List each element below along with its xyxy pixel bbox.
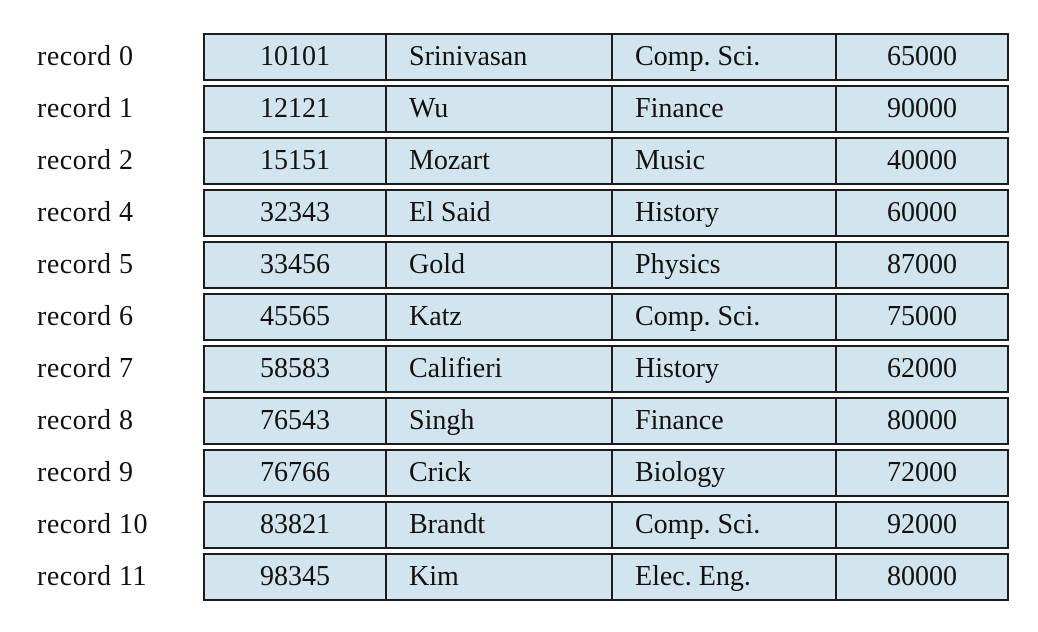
salary-cell: 80000 <box>835 555 1007 599</box>
record-box: 83821 Brandt Comp. Sci. 92000 <box>203 501 1009 549</box>
record-box: 33456 Gold Physics 87000 <box>203 241 1009 289</box>
table-row: record 10 83821 Brandt Comp. Sci. 92000 <box>0 501 1009 549</box>
id-cell: 33456 <box>260 249 330 280</box>
id-cell: 10101 <box>260 41 330 72</box>
record-box: 76766 Crick Biology 72000 <box>203 449 1009 497</box>
record-box: 32343 El Said History 60000 <box>203 189 1009 237</box>
salary-cell: 40000 <box>835 139 1007 183</box>
dept-cell: Elec. Eng. <box>611 555 835 599</box>
record-label: record 2 <box>37 145 134 176</box>
record-rows-container: record 0 10101 Srinivasan Comp. Sci. 650… <box>0 33 1009 601</box>
salary-cell: 75000 <box>835 295 1007 339</box>
record-box: 58583 Califieri History 62000 <box>203 345 1009 393</box>
table-row: record 6 45565 Katz Comp. Sci. 75000 <box>0 293 1009 341</box>
table-row: record 7 58583 Califieri History 62000 <box>0 345 1009 393</box>
dept-cell: Music <box>611 139 835 183</box>
record-box: 45565 Katz Comp. Sci. 75000 <box>203 293 1009 341</box>
record-label: record 8 <box>37 405 134 436</box>
name-cell: Srinivasan <box>385 35 611 79</box>
dept-cell: History <box>611 191 835 235</box>
table-row: record 9 76766 Crick Biology 72000 <box>0 449 1009 497</box>
id-cell: 76543 <box>260 405 330 436</box>
dept-cell: Finance <box>611 87 835 131</box>
record-box: 76543 Singh Finance 80000 <box>203 397 1009 445</box>
name-cell: Katz <box>385 295 611 339</box>
name-cell: Singh <box>385 399 611 443</box>
record-box: 15151 Mozart Music 40000 <box>203 137 1009 185</box>
record-label: record 9 <box>37 457 134 488</box>
dept-cell: Biology <box>611 451 835 495</box>
dept-cell: History <box>611 347 835 391</box>
dept-cell: Comp. Sci. <box>611 503 835 547</box>
record-label: record 4 <box>37 197 134 228</box>
record-label: record 10 <box>37 509 149 540</box>
record-label: record 0 <box>37 41 134 72</box>
record-box: 98345 Kim Elec. Eng. 80000 <box>203 553 1009 601</box>
salary-cell: 65000 <box>835 35 1007 79</box>
name-cell: Brandt <box>385 503 611 547</box>
name-cell: Califieri <box>385 347 611 391</box>
record-label: record 5 <box>37 249 134 280</box>
table-row: record 2 15151 Mozart Music 40000 <box>0 137 1009 185</box>
dept-cell: Finance <box>611 399 835 443</box>
name-cell: Mozart <box>385 139 611 183</box>
id-cell: 98345 <box>260 561 330 592</box>
record-label: record 11 <box>37 561 147 592</box>
salary-cell: 62000 <box>835 347 1007 391</box>
name-cell: Kim <box>385 555 611 599</box>
salary-cell: 87000 <box>835 243 1007 287</box>
name-cell: El Said <box>385 191 611 235</box>
id-cell: 32343 <box>260 197 330 228</box>
table-row: record 8 76543 Singh Finance 80000 <box>0 397 1009 445</box>
table-row: record 1 12121 Wu Finance 90000 <box>0 85 1009 133</box>
name-cell: Crick <box>385 451 611 495</box>
id-cell: 76766 <box>260 457 330 488</box>
salary-cell: 80000 <box>835 399 1007 443</box>
record-label: record 7 <box>37 353 134 384</box>
id-cell: 58583 <box>260 353 330 384</box>
name-cell: Gold <box>385 243 611 287</box>
dept-cell: Comp. Sci. <box>611 35 835 79</box>
id-cell: 15151 <box>260 145 330 176</box>
table-row: record 5 33456 Gold Physics 87000 <box>0 241 1009 289</box>
dept-cell: Comp. Sci. <box>611 295 835 339</box>
salary-cell: 92000 <box>835 503 1007 547</box>
salary-cell: 90000 <box>835 87 1007 131</box>
table-row: record 11 98345 Kim Elec. Eng. 80000 <box>0 553 1009 601</box>
table-row: record 0 10101 Srinivasan Comp. Sci. 650… <box>0 33 1009 81</box>
record-label: record 1 <box>37 93 134 124</box>
salary-cell: 72000 <box>835 451 1007 495</box>
record-box: 12121 Wu Finance 90000 <box>203 85 1009 133</box>
table-row: record 4 32343 El Said History 60000 <box>0 189 1009 237</box>
dept-cell: Physics <box>611 243 835 287</box>
record-box: 10101 Srinivasan Comp. Sci. 65000 <box>203 33 1009 81</box>
salary-cell: 60000 <box>835 191 1007 235</box>
id-cell: 12121 <box>260 93 330 124</box>
name-cell: Wu <box>385 87 611 131</box>
record-label: record 6 <box>37 301 134 332</box>
id-cell: 45565 <box>260 301 330 332</box>
id-cell: 83821 <box>260 509 330 540</box>
